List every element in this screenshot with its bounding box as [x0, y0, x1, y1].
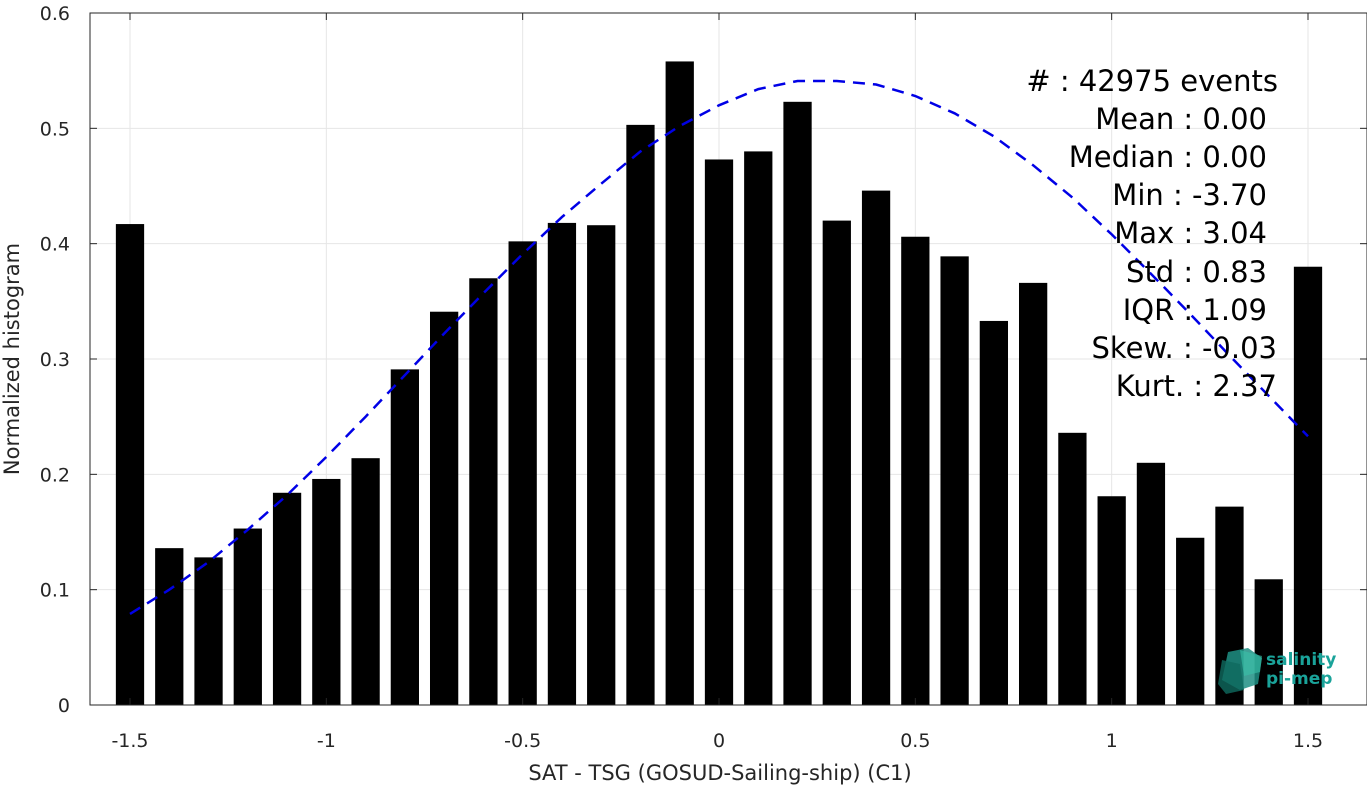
- y-tick-label: 0.2: [40, 464, 70, 486]
- histogram-bar: [783, 101, 812, 706]
- histogram-bar: [901, 236, 930, 705]
- x-tick-label: 0: [713, 730, 725, 752]
- x-tick-label: 0.5: [900, 730, 930, 752]
- x-tick-label: -1.5: [111, 730, 148, 752]
- histogram-bar: [312, 478, 341, 705]
- statistics-box: # : 42975 events Mean : 0.00 Median : 0.…: [1026, 64, 1278, 403]
- histogram-bar: [1176, 537, 1205, 705]
- histogram-bar: [1018, 282, 1048, 705]
- y-tick-label: 0: [58, 695, 70, 717]
- y-tick-label: 0.5: [40, 118, 70, 140]
- histogram-bar: [469, 278, 498, 705]
- stat-std: Std : 0.83: [1126, 255, 1267, 289]
- y-tick-label: 0.6: [40, 3, 70, 25]
- histogram-bars: [115, 61, 1323, 706]
- histogram-bar: [1058, 432, 1087, 705]
- histogram-bar: [940, 256, 969, 705]
- y-axis-label: Normalized histogram: [0, 243, 24, 475]
- histogram-bar: [1293, 266, 1323, 705]
- stat-max: Max : 3.04: [1114, 216, 1267, 250]
- stat-events: # : 42975 events: [1026, 64, 1278, 98]
- histogram-bar: [1097, 496, 1126, 705]
- histogram-bar: [547, 222, 577, 705]
- histogram-bar: [508, 241, 537, 706]
- histogram-bar: [390, 369, 420, 705]
- histogram-bar: [861, 190, 891, 705]
- x-axis-ticks: -1.5 -1 -0.5 0 0.5 1 1.5: [111, 13, 1323, 752]
- histogram-bar: [1136, 462, 1166, 705]
- gaussian-fit-line: [129, 79, 1309, 615]
- histogram-bar: [744, 151, 773, 705]
- logo-text-pimep: pi-mep: [1266, 669, 1332, 689]
- x-tick-label: -0.5: [504, 730, 541, 752]
- histogram-bar: [115, 224, 145, 705]
- histogram-bar: [233, 528, 262, 705]
- stat-mean: Mean : 0.00: [1095, 102, 1267, 136]
- histogram-bar: [272, 492, 302, 705]
- logo-text-salinity: salinity: [1266, 650, 1336, 670]
- x-tick-label: 1: [1106, 730, 1118, 752]
- y-tick-label: 0.4: [40, 234, 70, 256]
- histogram-bar: [665, 61, 694, 705]
- x-tick-label: -1: [317, 730, 336, 752]
- stat-median: Median : 0.00: [1069, 140, 1267, 174]
- histogram-bar: [194, 557, 223, 705]
- y-tick-label: 0.3: [40, 349, 70, 371]
- x-tick-label: 1.5: [1293, 730, 1323, 752]
- histogram-bar: [979, 320, 1009, 705]
- histogram-bar: [351, 458, 380, 705]
- histogram-bar: [1254, 579, 1283, 705]
- histogram-bar: [587, 225, 616, 706]
- stat-min: Min : -3.70: [1112, 178, 1267, 212]
- stat-skew: Skew. : -0.03: [1091, 331, 1277, 365]
- y-axis-ticks: 0 0.1 0.2 0.3 0.4 0.5 0.6: [40, 3, 1367, 717]
- histogram-bar: [822, 220, 851, 705]
- histogram-bar: [704, 159, 734, 705]
- logo-mark-icon: [1218, 648, 1262, 694]
- histogram-bar: [155, 548, 184, 705]
- y-tick-label: 0.1: [40, 580, 70, 602]
- salinity-pimep-logo: salinity pi-mep: [1218, 648, 1336, 694]
- stat-kurt: Kurt. : 2.37: [1116, 369, 1277, 403]
- x-axis-label: SAT - TSG (GOSUD-Sailing-ship) (C1): [528, 761, 911, 785]
- stat-iqr: IQR : 1.09: [1123, 293, 1267, 327]
- histogram-bar: [626, 124, 655, 705]
- histogram-bar: [429, 311, 459, 705]
